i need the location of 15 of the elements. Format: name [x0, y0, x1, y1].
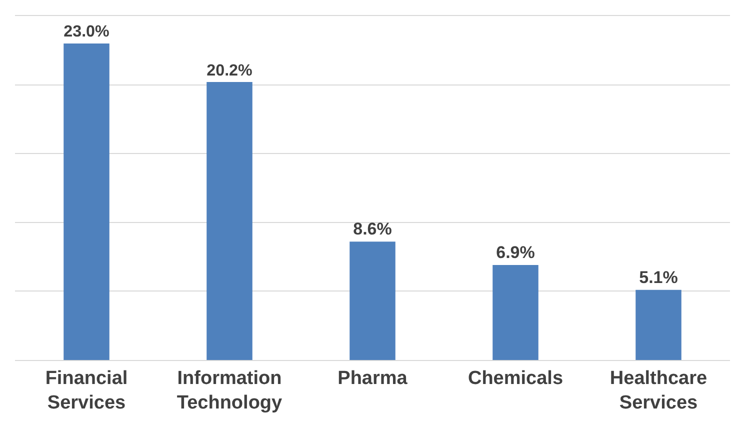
bar: [492, 265, 538, 360]
data-label: 8.6%: [353, 220, 392, 239]
x-tick-label: Information Technology: [176, 368, 283, 414]
x-tick-label: Chemicals: [468, 368, 564, 389]
bar: [636, 290, 682, 360]
bar: [350, 242, 396, 360]
x-tick-label: Healthcare Services: [610, 368, 708, 414]
x-tick-label: Pharma: [338, 368, 408, 389]
data-label: 5.1%: [639, 268, 678, 287]
x-tick-label: Financial Services: [45, 368, 128, 414]
data-label: 23.0%: [64, 22, 110, 41]
bar: [64, 44, 110, 360]
bar: [206, 82, 252, 360]
data-label: 20.2%: [206, 61, 252, 80]
data-label: 6.9%: [496, 243, 535, 262]
